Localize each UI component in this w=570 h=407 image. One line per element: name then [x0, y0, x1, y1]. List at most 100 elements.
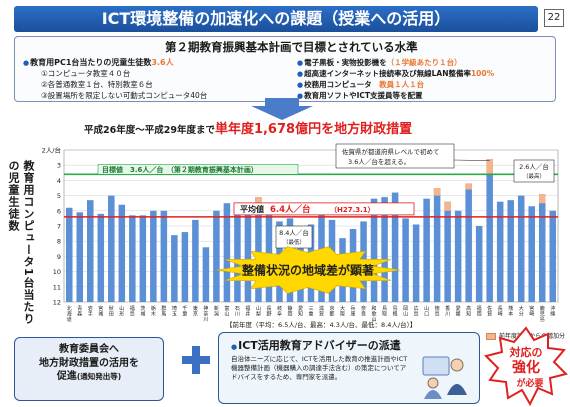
y-tick-label: 11	[53, 283, 61, 291]
bar	[433, 188, 441, 302]
plan-title: 第２期教育振興基本計画で目標とされている水準	[165, 40, 418, 54]
legend-swatch	[486, 333, 496, 340]
x-tick-char: 福	[130, 305, 135, 312]
max-callout-label: （最高）	[523, 172, 545, 180]
increase-segment	[255, 197, 262, 204]
x-tick-label: 宮城	[98, 305, 103, 318]
x-tick-char: 奈	[203, 311, 208, 318]
x-tick-char: 鳥	[382, 305, 387, 312]
x-tick-char: 北	[67, 305, 72, 312]
bullet-icon: ●	[297, 70, 304, 78]
plan-right-item-2: ●超高速インターネット接続率及び無線LAN整備率100%	[297, 68, 494, 79]
x-tick-char: 奈	[361, 305, 366, 312]
bar	[150, 210, 157, 302]
x-tick-label: 青森	[77, 305, 82, 318]
x-tick-char: 岐	[277, 305, 282, 312]
y-axis-title: 教育用コンピュータ1台当たりの児童生徒数	[7, 160, 35, 325]
x-tick-char: 媛	[456, 311, 461, 318]
x-tick-char: 良	[361, 311, 366, 318]
bar	[213, 210, 220, 302]
budget-amount: 単年度1,678億円を地方財政措置	[214, 122, 413, 137]
x-tick-char: 川	[235, 312, 240, 318]
x-tick-char: 岡	[477, 312, 482, 318]
bullet-icon: ●	[297, 59, 304, 67]
min-callout-label: （最低）	[283, 238, 305, 246]
x-tick-label: 沖縄	[550, 305, 555, 318]
bar	[181, 232, 189, 302]
x-tick-char: 岡	[287, 312, 292, 318]
x-tick-char: 京	[330, 305, 335, 312]
plan-right-item-2-value: 100%	[470, 69, 495, 78]
bullet-icon: ●	[231, 343, 238, 351]
x-tick-char: 長	[266, 306, 271, 312]
x-tick-char: 福	[477, 305, 482, 312]
bar	[507, 200, 514, 302]
x-tick-char: 岡	[403, 306, 408, 312]
x-tick-char: 手	[88, 311, 93, 318]
x-tick-label: 佐賀	[487, 305, 492, 318]
x-tick-char: 梨	[256, 311, 261, 318]
x-tick-char: 城	[140, 311, 145, 318]
bar	[549, 210, 557, 302]
x-tick-char: 川	[203, 317, 208, 323]
x-tick-char: 島	[435, 311, 440, 318]
x-tick-label: 埼玉	[172, 305, 177, 318]
x-tick-label: 山口	[424, 305, 429, 318]
x-tick-label: 京都	[330, 305, 335, 318]
x-tick-char: 愛	[298, 305, 303, 312]
board-line-3: 促進(通知発出等)	[15, 370, 163, 384]
x-tick-char: 賀	[319, 311, 324, 318]
bar	[370, 198, 378, 302]
x-tick-label: 北海道	[67, 305, 72, 323]
x-tick-char: 宮	[529, 305, 534, 312]
regional-gap-banner: 整備状況の地域差が顕著	[241, 263, 374, 278]
bar	[465, 183, 472, 302]
x-tick-char: 道	[67, 316, 72, 323]
y-tick-label: 9	[57, 253, 61, 261]
x-tick-char: 群	[161, 305, 166, 312]
x-tick-label: 山梨	[256, 305, 261, 318]
x-tick-char: 崎	[498, 311, 503, 318]
bullet-icon: ●	[297, 81, 304, 89]
x-tick-char: 口	[424, 312, 429, 318]
pc-ratio-label: 教育用PC1台当たりの児童生徒数	[30, 58, 152, 67]
down-arrow-icon	[251, 98, 313, 120]
x-tick-char: 島	[393, 305, 398, 312]
x-tick-label: 富山	[224, 305, 229, 318]
x-tick-label: 鹿児島	[540, 305, 545, 323]
slide-title: ICT環境整備の加速化への課題（授業への活用）	[14, 6, 538, 32]
increase-segment	[444, 201, 451, 211]
plan-right-item-3: ●校務用コンピュータ 教員１人１台	[297, 79, 424, 90]
bar	[223, 203, 231, 302]
budget-line: 平成26年度～平成29年度まで単年度1,678億円を地方財政措置	[84, 118, 412, 137]
x-tick-char: 海	[67, 311, 72, 318]
x-tick-char: 新	[214, 305, 219, 312]
x-tick-label: 長野	[266, 306, 271, 318]
min-callout-box	[275, 225, 313, 249]
x-tick-char: 沖	[550, 305, 555, 312]
x-tick-char: 本	[508, 311, 513, 318]
plan-item-1: ①コンピュータ教室４０台	[41, 69, 131, 78]
bar	[202, 247, 210, 302]
increase-segment	[433, 188, 441, 196]
x-tick-label: 愛知	[298, 305, 303, 318]
x-tick-char: 埼	[172, 305, 177, 312]
bar	[454, 210, 462, 302]
action-needed-burst: 対応の 強化 が必要	[484, 326, 568, 406]
x-tick-char: 山	[256, 305, 261, 312]
x-tick-char: 島	[414, 311, 419, 318]
advisor-title: ●ICT活用教育アドバイザーの派遣	[231, 337, 401, 353]
x-tick-char: 島	[130, 311, 135, 318]
pc-ratio-value: 3.6人	[151, 58, 174, 67]
average-label-value: 6.4人／台	[270, 204, 311, 215]
x-tick-char: 山	[224, 311, 229, 318]
x-tick-label: 香川	[445, 305, 450, 318]
plan-right-item-1: ●電子黒板・実物投影機を（１学級あたり１台）	[297, 57, 462, 68]
previous-year-note: 【前年度（平均：6.5人/台、最高：4.3人/台、最低：8.4人/台）】	[226, 321, 417, 329]
saga-callout-leader	[453, 159, 490, 161]
plan-right-item-1-value: （１学級あたり１台）	[386, 58, 462, 67]
x-tick-label: 大阪	[340, 305, 345, 318]
x-tick-label: 岡山	[403, 306, 408, 318]
x-tick-char: 三	[308, 306, 313, 312]
x-tick-label: 神奈川	[203, 305, 208, 323]
